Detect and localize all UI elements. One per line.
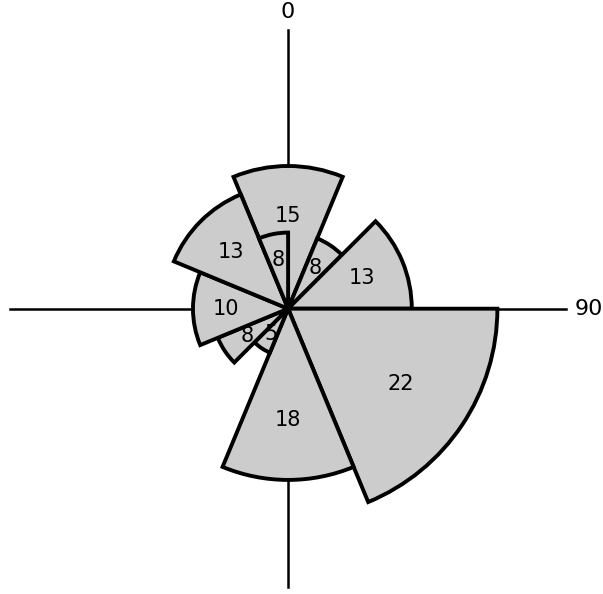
Text: 0: 0 [281, 2, 295, 22]
Wedge shape [259, 233, 288, 309]
Wedge shape [288, 238, 342, 309]
Text: 8: 8 [272, 250, 285, 270]
Wedge shape [288, 221, 412, 309]
Text: 5: 5 [264, 324, 277, 345]
Wedge shape [254, 309, 288, 353]
Wedge shape [218, 309, 288, 362]
Text: 10: 10 [213, 299, 239, 319]
Text: 13: 13 [218, 242, 244, 262]
Wedge shape [223, 309, 353, 480]
Wedge shape [233, 166, 343, 309]
Text: 8: 8 [241, 326, 253, 346]
Text: 13: 13 [349, 268, 376, 288]
Text: 22: 22 [388, 374, 414, 394]
Text: 90: 90 [575, 299, 603, 319]
Wedge shape [174, 194, 288, 309]
Text: 15: 15 [275, 206, 302, 226]
Wedge shape [288, 309, 497, 502]
Wedge shape [193, 272, 288, 345]
Text: 18: 18 [275, 410, 302, 430]
Text: 8: 8 [309, 258, 322, 277]
